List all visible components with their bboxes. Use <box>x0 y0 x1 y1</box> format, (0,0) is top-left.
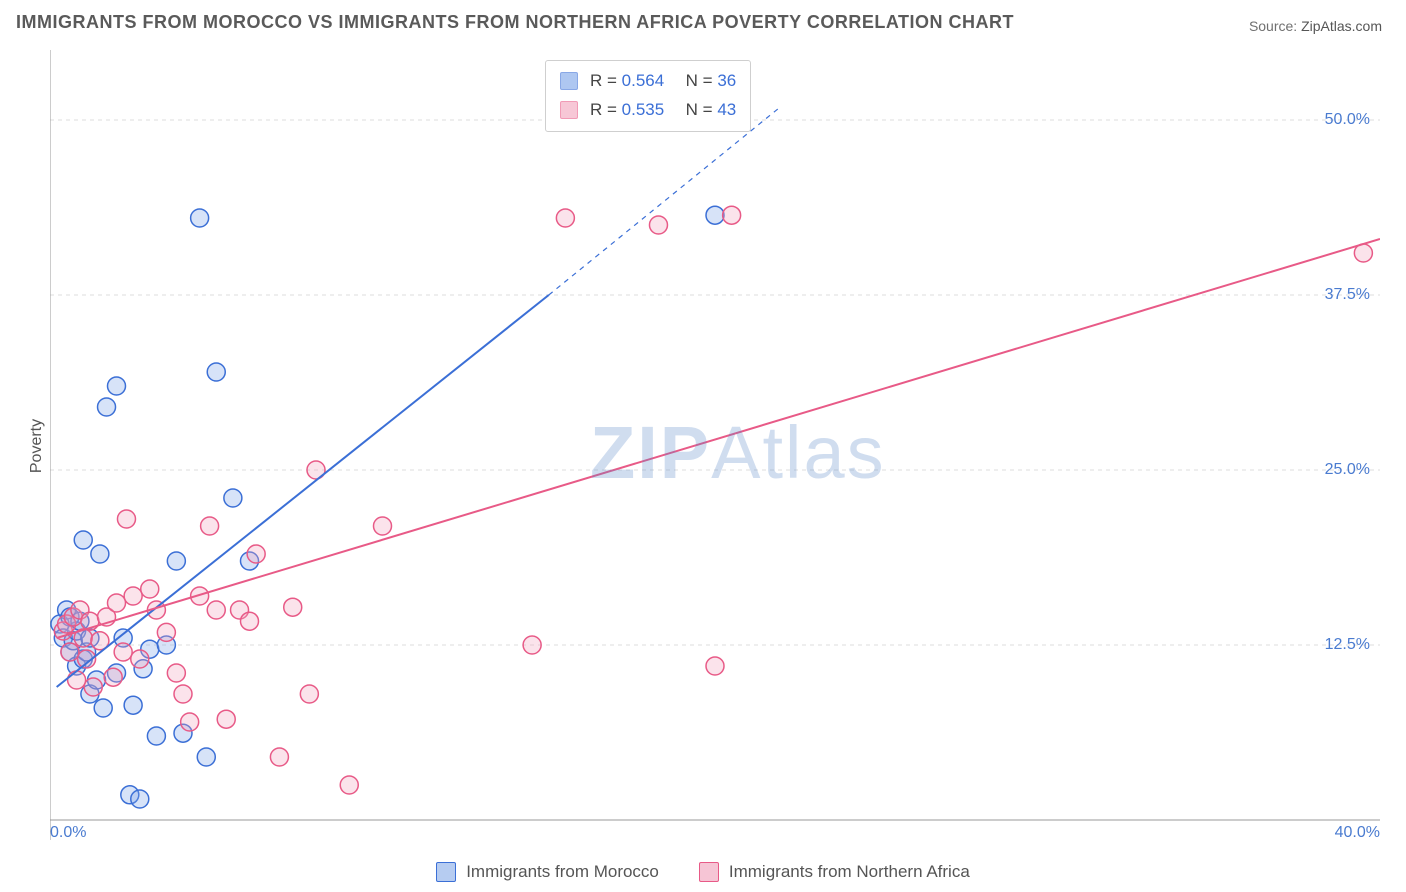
data-point <box>207 363 225 381</box>
data-point <box>124 696 142 714</box>
regression-line-extension <box>549 106 782 295</box>
y-tick-label: 37.5% <box>1325 286 1370 304</box>
legend-n-label: N = 36 <box>676 67 736 96</box>
legend-label: Immigrants from Morocco <box>466 862 659 882</box>
data-point <box>167 552 185 570</box>
x-tick-label: 0.0% <box>50 824 86 842</box>
y-tick-label: 12.5% <box>1325 636 1370 654</box>
data-point <box>284 598 302 616</box>
y-tick-label: 50.0% <box>1325 111 1370 129</box>
source-prefix: Source: <box>1249 18 1301 34</box>
data-point <box>91 545 109 563</box>
data-point <box>300 685 318 703</box>
data-point <box>174 685 192 703</box>
data-point <box>104 668 122 686</box>
scatter-chart-svg <box>50 50 1380 840</box>
data-point <box>147 727 165 745</box>
data-point <box>217 710 235 728</box>
data-point <box>84 678 102 696</box>
data-point <box>124 587 142 605</box>
data-point <box>98 398 116 416</box>
data-point <box>224 489 242 507</box>
data-point <box>181 713 199 731</box>
data-point <box>649 216 667 234</box>
data-point <box>157 623 175 641</box>
y-tick-label: 25.0% <box>1325 461 1370 479</box>
data-point <box>114 643 132 661</box>
data-point <box>191 209 209 227</box>
legend-r-label: R = 0.535 <box>590 96 664 125</box>
regression-line <box>57 239 1380 638</box>
data-point <box>556 209 574 227</box>
data-point <box>131 650 149 668</box>
regression-line <box>57 295 549 687</box>
data-point <box>523 636 541 654</box>
data-point <box>706 206 724 224</box>
legend-row: R = 0.564 N = 36 <box>560 67 736 96</box>
data-point <box>247 545 265 563</box>
data-point <box>340 776 358 794</box>
x-tick-label: 40.0% <box>1335 824 1380 842</box>
data-point <box>61 643 79 661</box>
data-point <box>108 594 126 612</box>
data-point <box>201 517 219 535</box>
data-point <box>94 699 112 717</box>
legend-swatch <box>560 72 578 90</box>
data-point <box>74 531 92 549</box>
legend-swatch <box>436 862 456 882</box>
source-value: ZipAtlas.com <box>1301 18 1382 34</box>
chart-title: IMMIGRANTS FROM MOROCCO VS IMMIGRANTS FR… <box>16 12 1014 33</box>
data-point <box>241 612 259 630</box>
data-point <box>207 601 225 619</box>
legend-item: Immigrants from Northern Africa <box>699 862 970 882</box>
legend-swatch <box>560 101 578 119</box>
data-point <box>706 657 724 675</box>
data-point <box>374 517 392 535</box>
data-point <box>108 377 126 395</box>
data-point <box>270 748 288 766</box>
data-point <box>723 206 741 224</box>
data-point <box>167 664 185 682</box>
series-legend: Immigrants from Morocco Immigrants from N… <box>0 862 1406 882</box>
chart-plot-area: ZIPAtlas R = 0.564 N = 36R = 0.535 N = 4… <box>50 50 1380 840</box>
data-point <box>141 580 159 598</box>
source-label: Source: ZipAtlas.com <box>1249 18 1382 34</box>
data-point <box>197 748 215 766</box>
legend-r-label: R = 0.564 <box>590 67 664 96</box>
data-point <box>131 790 149 808</box>
y-axis-label: Poverty <box>28 419 46 473</box>
legend-row: R = 0.535 N = 43 <box>560 96 736 125</box>
correlation-legend: R = 0.564 N = 36R = 0.535 N = 43 <box>545 60 751 132</box>
data-point <box>117 510 135 528</box>
legend-n-label: N = 43 <box>676 96 736 125</box>
data-point <box>68 671 86 689</box>
legend-swatch <box>699 862 719 882</box>
legend-item: Immigrants from Morocco <box>436 862 659 882</box>
legend-label: Immigrants from Northern Africa <box>729 862 970 882</box>
